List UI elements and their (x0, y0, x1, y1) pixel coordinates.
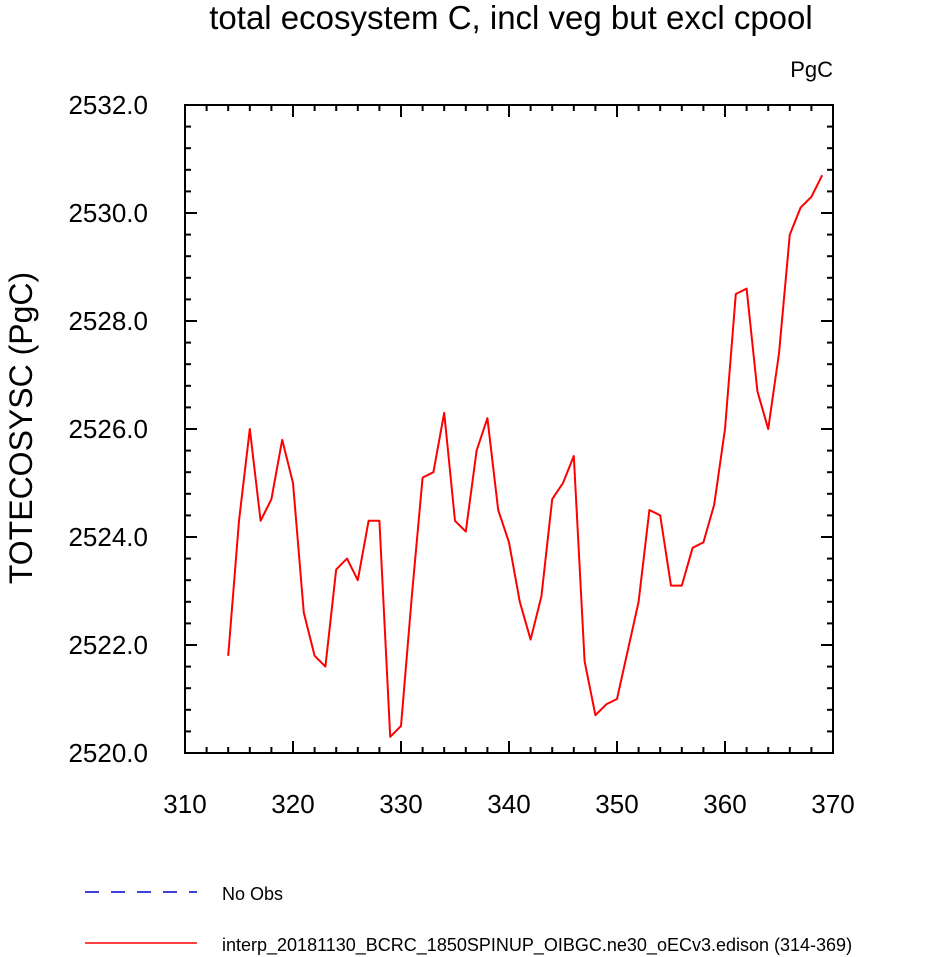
x-tick-label: 360 (703, 789, 746, 819)
x-tick-label: 340 (487, 789, 530, 819)
x-tick-label: 320 (271, 789, 314, 819)
legend-label: No Obs (222, 884, 283, 904)
x-tick-label: 370 (811, 789, 854, 819)
y-tick-label: 2520.0 (68, 738, 148, 768)
series-line (227, 174, 824, 738)
legend-label: interp_20181130_BCRC_1850SPINUP_OIBGC.ne… (222, 935, 852, 956)
y-tick-label: 2532.0 (68, 90, 148, 120)
y-axis-label: TOTECOSYSC (PgC) (3, 272, 39, 584)
y-tick-label: 2524.0 (68, 522, 148, 552)
y-tick-label: 2526.0 (68, 414, 148, 444)
chart-title: total ecosystem C, incl veg but excl cpo… (209, 0, 812, 36)
legend: No Obs interp_20181130_BCRC_1850SPINUP_OI… (85, 884, 852, 956)
plot-frame (184, 104, 834, 754)
y-tick-label: 2530.0 (68, 198, 148, 228)
y-tick-label: 2522.0 (68, 630, 148, 660)
x-tick-label: 330 (379, 789, 422, 819)
units-label: PgC (790, 57, 833, 82)
y-tick-label: 2528.0 (68, 306, 148, 336)
x-tick-label: 350 (595, 789, 638, 819)
plot-area: 310 320 330 340 350 360 370 2520.0 2522.0 2524.0 2… (68, 90, 854, 819)
x-tick-label: 310 (163, 789, 206, 819)
